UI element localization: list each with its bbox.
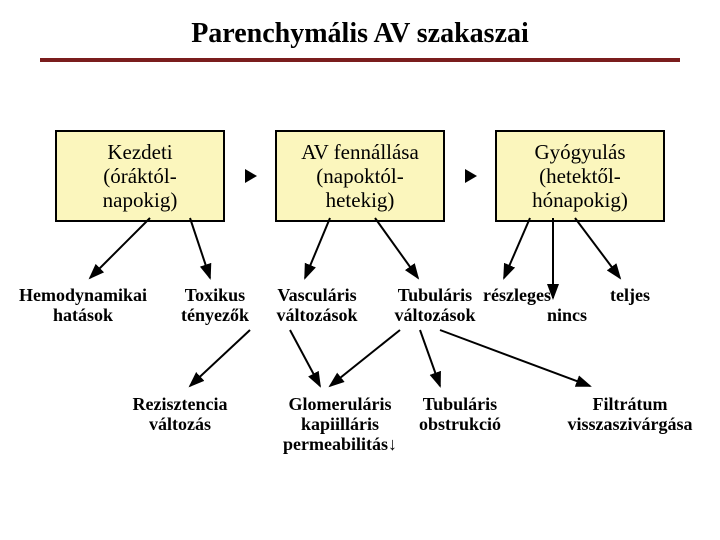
label-vascularis: Vasculárisváltozások	[262, 286, 372, 326]
label-filtratum: Filtrátumvisszaszivárgása	[545, 395, 715, 435]
stage-box-initial: Kezdeti(óráktól-napokig)	[55, 130, 225, 222]
stage-box-recovery: Gyógyulás(hetektől-hónapokig)	[495, 130, 665, 222]
stage-row: Kezdeti(óráktól-napokig) AV fennállása(n…	[0, 130, 720, 222]
label-rezisztencia: Rezisztenciaváltozás	[105, 395, 255, 435]
label-reszleges: részleges	[472, 286, 562, 306]
label-nincs: nincs	[532, 306, 602, 326]
arrow-icon	[243, 171, 257, 181]
label-toxikus: Toxikustényezők	[165, 286, 265, 326]
label-tub-obstr: Tubulárisobstrukció	[395, 395, 525, 435]
label-teljes: teljes	[600, 286, 660, 306]
title-rule	[40, 58, 680, 62]
arrow-layer	[0, 0, 720, 540]
label-hemodynamic: Hemodynamikaihatások	[8, 286, 158, 326]
page-title: Parenchymális AV szakaszai	[0, 0, 720, 58]
arrow-icon	[463, 171, 477, 181]
stage-box-maintenance: AV fennállása(napoktól-hetekig)	[275, 130, 445, 222]
